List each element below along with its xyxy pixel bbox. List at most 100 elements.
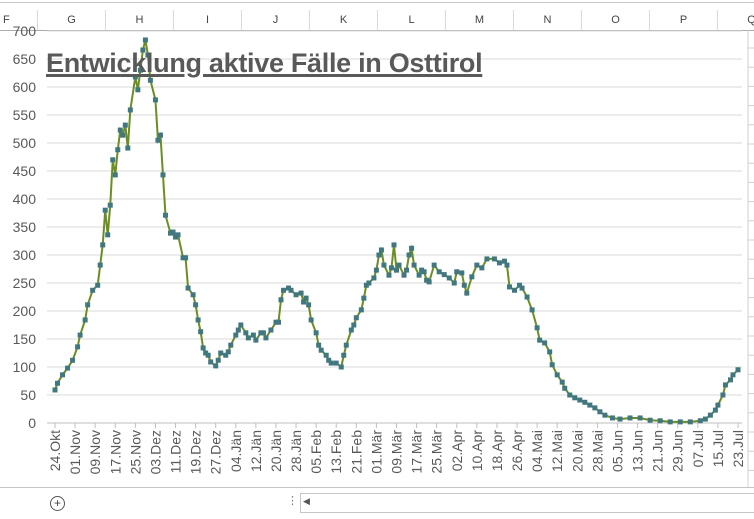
column-header-Q[interactable]: Q (718, 10, 754, 30)
plus-circle-icon[interactable]: + (50, 496, 65, 511)
data-point (501, 258, 507, 264)
data-point (75, 344, 81, 350)
x-tick-label: 28.Mai (589, 430, 605, 472)
data-point (373, 267, 379, 273)
data-point (338, 364, 344, 370)
data-point (95, 282, 101, 288)
data-point (208, 359, 214, 365)
data-point (378, 247, 384, 253)
data-point (361, 295, 367, 301)
data-point (190, 292, 196, 298)
data-point (697, 418, 703, 424)
x-tick-label: 13.Jun (630, 430, 646, 472)
data-point (90, 287, 96, 293)
data-point (426, 279, 432, 285)
data-point (351, 322, 357, 328)
data-point (667, 419, 673, 425)
data-point (180, 255, 186, 261)
data-point (712, 407, 718, 413)
sheet-tab-bar: + ⋮ ◀ (0, 487, 754, 519)
data-point (170, 229, 176, 235)
data-point (519, 285, 525, 291)
column-header-N[interactable]: N (514, 10, 582, 30)
data-point (386, 272, 392, 278)
data-point (135, 87, 141, 93)
data-point (140, 47, 146, 53)
data-point (702, 416, 708, 422)
column-header-P[interactable]: P (650, 10, 718, 30)
data-point (353, 315, 359, 321)
data-point (173, 234, 179, 240)
column-header-G[interactable]: G (38, 10, 106, 30)
data-point (157, 132, 163, 138)
data-point (168, 230, 174, 236)
data-point (559, 379, 565, 385)
column-header-M[interactable]: M (446, 10, 514, 30)
data-point (358, 307, 364, 313)
data-point (238, 322, 244, 328)
data-point (110, 157, 116, 163)
data-point (306, 302, 312, 308)
horizontal-scrollbar[interactable]: ◀ (300, 493, 754, 513)
data-point (617, 416, 623, 422)
x-tick-label: 01.Mär (368, 430, 384, 474)
top-border (0, 2, 754, 3)
x-tick-label: 29.Jun (670, 430, 686, 472)
tab-splitter-handle[interactable]: ⋮ (287, 495, 298, 507)
data-point (592, 405, 598, 411)
data-point (461, 282, 467, 288)
data-point (534, 325, 540, 331)
data-point (250, 332, 256, 338)
data-point (288, 287, 294, 293)
data-point (647, 417, 653, 423)
x-tick-label: 18.Apr (489, 430, 505, 472)
x-tick-label: 12.Jän (248, 430, 264, 472)
data-point (278, 297, 284, 303)
column-header-K[interactable]: K (310, 10, 378, 30)
data-point (268, 327, 274, 333)
data-point (263, 335, 269, 341)
data-point (162, 212, 168, 218)
column-header-H[interactable]: H (106, 10, 174, 30)
x-tick-label: 03.Dez (147, 430, 163, 474)
data-point (200, 345, 206, 351)
data-point (245, 335, 251, 341)
x-axis: 24.Okt 01.Nov 09.Nov 17.Nov 25.Nov 03.Dez 11.D… (47, 423, 746, 474)
data-point (416, 272, 422, 278)
data-point (454, 269, 460, 275)
column-header-L[interactable]: L (378, 10, 446, 30)
data-point (65, 365, 71, 371)
data-point (431, 262, 437, 268)
data-point (401, 272, 407, 278)
column-header-I[interactable]: I (174, 10, 242, 30)
data-point (147, 77, 153, 83)
data-point (554, 372, 560, 378)
column-header-F[interactable]: F (0, 10, 38, 30)
x-tick-label: 05.Jun (609, 430, 625, 472)
triangle-left-icon[interactable]: ◀ (303, 496, 310, 506)
data-point (60, 372, 66, 378)
data-point (185, 285, 191, 291)
column-header-O[interactable]: O (582, 10, 650, 30)
x-tick-label: 10.Apr (469, 430, 485, 472)
data-point (411, 262, 417, 268)
data-point (627, 415, 633, 421)
data-point (155, 137, 161, 143)
data-point (371, 275, 377, 281)
column-header-J[interactable]: J (242, 10, 310, 30)
x-tick-label: 20.Jän (268, 430, 284, 472)
data-point (529, 307, 535, 313)
data-point (391, 242, 397, 248)
x-tick-label: 01.Nov (67, 430, 83, 474)
x-tick-label: 09.Mär (389, 430, 405, 474)
y-tick-label: 250 (13, 275, 37, 291)
data-point (419, 267, 425, 273)
x-tick-label: 04.Jän (228, 430, 244, 472)
y-tick-label: 400 (13, 191, 37, 207)
data-point (243, 330, 249, 336)
data-point (459, 270, 465, 276)
chart-title[interactable]: Entwicklung aktive Fälle in Osttirol (46, 48, 483, 78)
data-point (657, 418, 663, 424)
data-point (343, 342, 349, 348)
